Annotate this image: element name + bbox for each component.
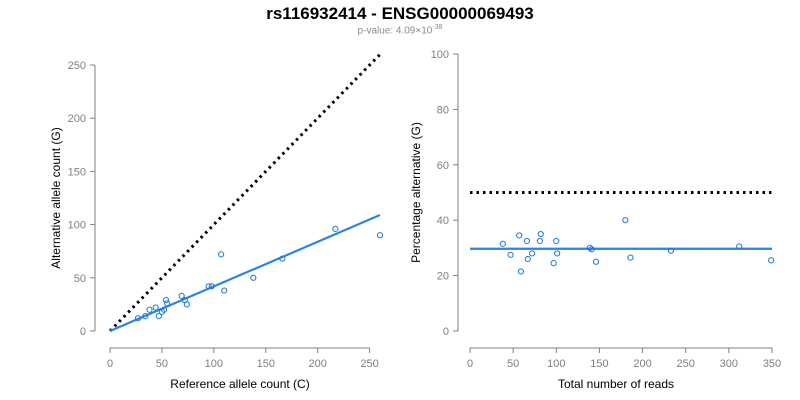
right-data-point <box>736 243 743 250</box>
left-data-point <box>164 300 171 307</box>
right-y-tick-label: 100 <box>431 49 449 61</box>
left-x-tick-label: 200 <box>309 358 327 370</box>
left-data-point <box>146 306 153 313</box>
chart-title: rs116932414 - ENSG00000069493 <box>266 4 534 23</box>
right-y-tick-label: 40 <box>437 215 449 227</box>
right-x-tick-label: 200 <box>633 358 651 370</box>
right-data-point <box>627 254 634 261</box>
right-data-point <box>586 244 594 251</box>
left-x-tick-label: 250 <box>360 358 378 370</box>
left-data-point <box>218 251 225 258</box>
left-data-point <box>178 292 185 299</box>
right-x-tick-label: 300 <box>720 358 738 370</box>
right-y-axis-label: Percentage alternative (G) <box>409 122 423 263</box>
left-data-point <box>152 304 159 311</box>
left-data-point <box>332 225 339 232</box>
right-data-point <box>536 237 543 245</box>
right-data-point <box>667 247 675 254</box>
right-x-tick-label: 100 <box>547 358 565 370</box>
p-value-subtitle: p-value: 4.09×10-38 <box>0 24 800 36</box>
left-data-point <box>221 287 228 294</box>
left-y-tick-label: 50 <box>74 273 86 285</box>
right-data-point <box>550 260 557 267</box>
left-y-tick-label: 200 <box>68 113 86 125</box>
right-data-point <box>588 246 595 253</box>
right-data-point <box>523 237 531 245</box>
right-x-tick-label: 0 <box>467 358 473 370</box>
left-y-tick-label: 150 <box>68 166 86 178</box>
right-x-tick-label: 250 <box>677 358 695 370</box>
left-y-tick-label: 0 <box>80 326 86 338</box>
right-x-tick-label: 150 <box>590 358 608 370</box>
right-data-point <box>524 255 531 263</box>
left-data-point <box>155 313 162 320</box>
left-data-point <box>376 232 384 239</box>
right-data-point <box>592 258 600 265</box>
right-x-axis-label: Total number of reads <box>558 377 674 391</box>
right-data-point <box>537 230 544 238</box>
right-x-tick-label: 350 <box>763 358 781 370</box>
left-data-point <box>183 301 190 308</box>
left-fit-line <box>109 214 381 333</box>
left-y-tick-label: 250 <box>68 60 86 72</box>
right-data-point <box>507 251 514 258</box>
left-y-tick-label: 100 <box>68 220 86 232</box>
left-x-tick-label: 0 <box>107 358 113 370</box>
left-data-point <box>142 313 149 320</box>
right-data-point <box>553 237 560 245</box>
p-value-exponent: -38 <box>432 24 443 31</box>
p-value-text: p-value: 4.09×10 <box>357 25 433 37</box>
left-x-tick-label: 100 <box>205 358 223 370</box>
right-y-tick-label: 60 <box>437 160 449 172</box>
left-x-tick-label: 50 <box>156 358 168 370</box>
right-data-point <box>622 217 629 224</box>
right-y-tick-label: 20 <box>437 271 449 283</box>
right-y-tick-label: 80 <box>437 104 449 116</box>
left-data-point <box>250 274 257 281</box>
right-chart: 0 50 100 150 200 250 300 350 0 20 40 60 80 100 Total n… <box>409 49 781 391</box>
left-data-point <box>205 283 212 290</box>
left-data-point <box>208 283 215 290</box>
left-x-axis-label: Reference allele count (C) <box>170 377 309 391</box>
left-chart: 0 50 100 150 200 250 0 50 100 150 200 250 Reference … <box>49 53 384 391</box>
right-data-point <box>554 250 561 257</box>
left-x-tick-label: 150 <box>257 358 275 370</box>
right-data-point <box>499 240 506 247</box>
left-y-axis-label: Alternative allele count (G) <box>49 127 63 268</box>
right-data-point <box>768 257 775 264</box>
left-data-point <box>134 315 142 322</box>
right-x-tick-label: 50 <box>507 358 519 370</box>
right-data-point <box>517 268 525 275</box>
right-data-point <box>516 232 523 239</box>
right-y-tick-label: 0 <box>443 326 449 338</box>
left-data-point <box>160 306 168 313</box>
left-data-point <box>162 297 170 304</box>
left-reference-line <box>108 53 382 333</box>
right-data-point <box>529 250 536 257</box>
left-data-point <box>279 255 286 262</box>
